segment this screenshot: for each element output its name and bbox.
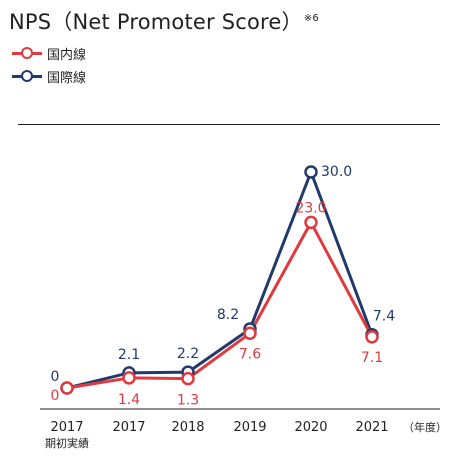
data-label-domestic: 1.4: [118, 392, 140, 408]
data-point-domestic: [365, 330, 379, 344]
x-tick-label: 2021: [355, 420, 388, 435]
data-label-international: 2.1: [118, 347, 140, 363]
data-point-domestic: [243, 326, 257, 341]
data-point-domestic: [181, 371, 195, 386]
data-label-international: 2.2: [177, 346, 199, 362]
legend-swatch-international: [12, 69, 42, 83]
x-tick-label: 2019: [233, 420, 266, 435]
x-tick-label: 2017: [112, 420, 145, 435]
legend-marker-domestic: [21, 47, 33, 59]
series-line-domestic: [66, 220, 374, 390]
chart-title: NPS（Net Promoter Score）※6: [9, 6, 319, 36]
data-label-international: 8.2: [217, 307, 239, 323]
x-tick-label: 2018: [171, 420, 204, 435]
chart-title-text: NPS（Net Promoter Score）: [9, 10, 303, 34]
data-label-domestic: 23.0: [295, 200, 326, 216]
data-label-domestic: 7.6: [239, 346, 261, 362]
data-label-domestic: 1.3: [177, 393, 199, 409]
data-label-international: 0: [51, 369, 60, 385]
header-divider: [18, 124, 440, 125]
legend-label-international: 国際線: [47, 70, 87, 86]
data-point-domestic: [122, 371, 136, 385]
legend-item-domestic: 国内線: [12, 44, 87, 63]
x-tick-sublabel: 期初実績: [45, 436, 89, 450]
legend-label-domestic: 国内線: [47, 47, 87, 63]
legend-marker-international: [21, 70, 33, 82]
data-point-domestic: [304, 215, 318, 230]
series-line-international: [66, 170, 374, 390]
x-tick-label: 2020: [294, 420, 327, 435]
data-point-international: [304, 165, 318, 179]
data-label-domestic: 7.1: [361, 350, 383, 366]
legend-item-international: 国際線: [12, 67, 87, 86]
x-tick-label: 2017: [50, 420, 83, 435]
data-point-domestic: [60, 381, 74, 395]
data-label-domestic: 0: [51, 388, 60, 404]
data-label-international: 7.4: [373, 309, 395, 325]
x-axis-unit-label: （年度）: [403, 420, 447, 434]
legend-swatch-domestic: [12, 46, 42, 60]
data-label-international: 30.0: [321, 164, 352, 180]
title-footnote-mark: ※6: [303, 13, 319, 24]
